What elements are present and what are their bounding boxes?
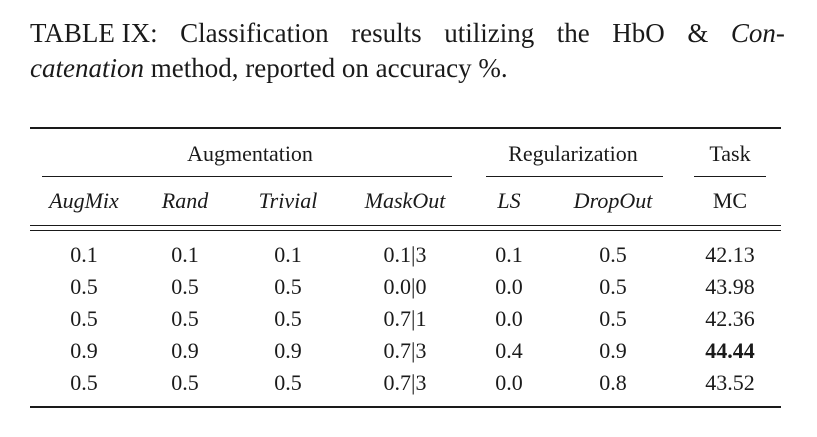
caption-rest: method, reported on accuracy %. [150,53,508,83]
cell-augmix: 0.5 [70,274,98,299]
caption-word: HbO [612,18,665,48]
caption-word: the [556,18,590,48]
caption-label: TABLE IX: [30,18,158,48]
caption-italic-method-cont: catenation [30,53,144,83]
column-header-augmix: AugMix [49,188,119,213]
header-double-rule-lower [30,230,781,231]
cell-maskout: 0.1|3 [383,242,427,267]
table-top-rule [30,127,781,129]
cell-rand: 0.1 [171,242,199,267]
cell-rand: 0.9 [171,338,199,363]
group-header-regularization: Regularization [508,141,638,166]
column-header-trivial: Trivial [258,188,318,213]
column-header-ls: LS [497,188,521,213]
cell-trivial: 0.9 [274,338,302,363]
cell-augmix: 0.9 [70,338,98,363]
cell-ls: 0.0 [495,370,523,395]
column-header-dropout: DropOut [573,188,653,213]
cell-rand: 0.5 [171,306,199,331]
cell-augmix: 0.1 [70,242,98,267]
cell-dropout: 0.5 [599,242,627,267]
table-caption: TABLE IX: Classification results utilizi… [30,16,785,86]
cell-ls: 0.4 [495,338,523,363]
caption-word: results [351,18,422,48]
cell-dropout: 0.8 [599,370,627,395]
column-header-rand: Rand [161,188,209,213]
cell-maskout: 0.0|0 [383,274,427,299]
cell-maskout: 0.7|1 [383,306,427,331]
cell-mc: 42.36 [705,306,755,331]
cell-maskout: 0.7|3 [383,338,427,363]
caption-word: utilizing [444,18,535,48]
cell-mc: 44.44 [705,338,755,363]
cell-mc: 42.13 [705,242,755,267]
header-double-rule-upper [30,225,781,226]
table-bottom-rule [30,406,781,408]
cell-ls: 0.0 [495,306,523,331]
cell-mc: 43.52 [705,370,755,395]
augmentation-group-rule [42,176,452,177]
caption-line-2: catenation method, reported on accuracy … [30,51,785,86]
cell-dropout: 0.5 [599,306,627,331]
cell-trivial: 0.1 [274,242,302,267]
cell-rand: 0.5 [171,274,199,299]
cell-augmix: 0.5 [70,306,98,331]
cell-trivial: 0.5 [274,274,302,299]
cell-trivial: 0.5 [274,370,302,395]
cell-ls: 0.0 [495,274,523,299]
cell-rand: 0.5 [171,370,199,395]
group-header-task: Task [709,141,751,166]
cell-trivial: 0.5 [274,306,302,331]
group-header-augmentation: Augmentation [187,141,313,166]
cell-dropout: 0.5 [599,274,627,299]
cell-augmix: 0.5 [70,370,98,395]
column-header-maskout: MaskOut [364,188,446,213]
task-group-rule [694,176,766,177]
caption-word: & [687,18,709,48]
cell-dropout: 0.9 [599,338,627,363]
cell-ls: 0.1 [495,242,523,267]
caption-italic-method: Con- [730,18,785,48]
cell-maskout: 0.7|3 [383,370,427,395]
caption-word: Classification [180,18,329,48]
column-header-mc: MC [712,188,748,213]
cell-mc: 43.98 [705,274,755,299]
regularization-group-rule [486,176,663,177]
caption-line-1: TABLE IX: Classification results utilizi… [30,16,785,51]
